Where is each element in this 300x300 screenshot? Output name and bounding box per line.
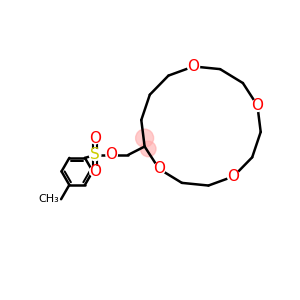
Circle shape: [251, 100, 263, 112]
Text: O: O: [89, 164, 101, 179]
Text: O: O: [228, 169, 240, 184]
Circle shape: [89, 149, 101, 160]
Circle shape: [153, 163, 165, 175]
Text: O: O: [188, 59, 200, 74]
Circle shape: [228, 170, 240, 182]
Text: O: O: [89, 131, 101, 146]
Circle shape: [140, 141, 156, 157]
Circle shape: [136, 129, 154, 147]
Text: S: S: [90, 147, 100, 162]
Circle shape: [90, 166, 101, 177]
Text: O: O: [106, 147, 118, 162]
Circle shape: [90, 133, 101, 144]
Circle shape: [106, 149, 117, 160]
Text: CH₃: CH₃: [39, 194, 60, 204]
Text: O: O: [153, 161, 165, 176]
Text: O: O: [251, 98, 263, 113]
Circle shape: [188, 61, 200, 73]
